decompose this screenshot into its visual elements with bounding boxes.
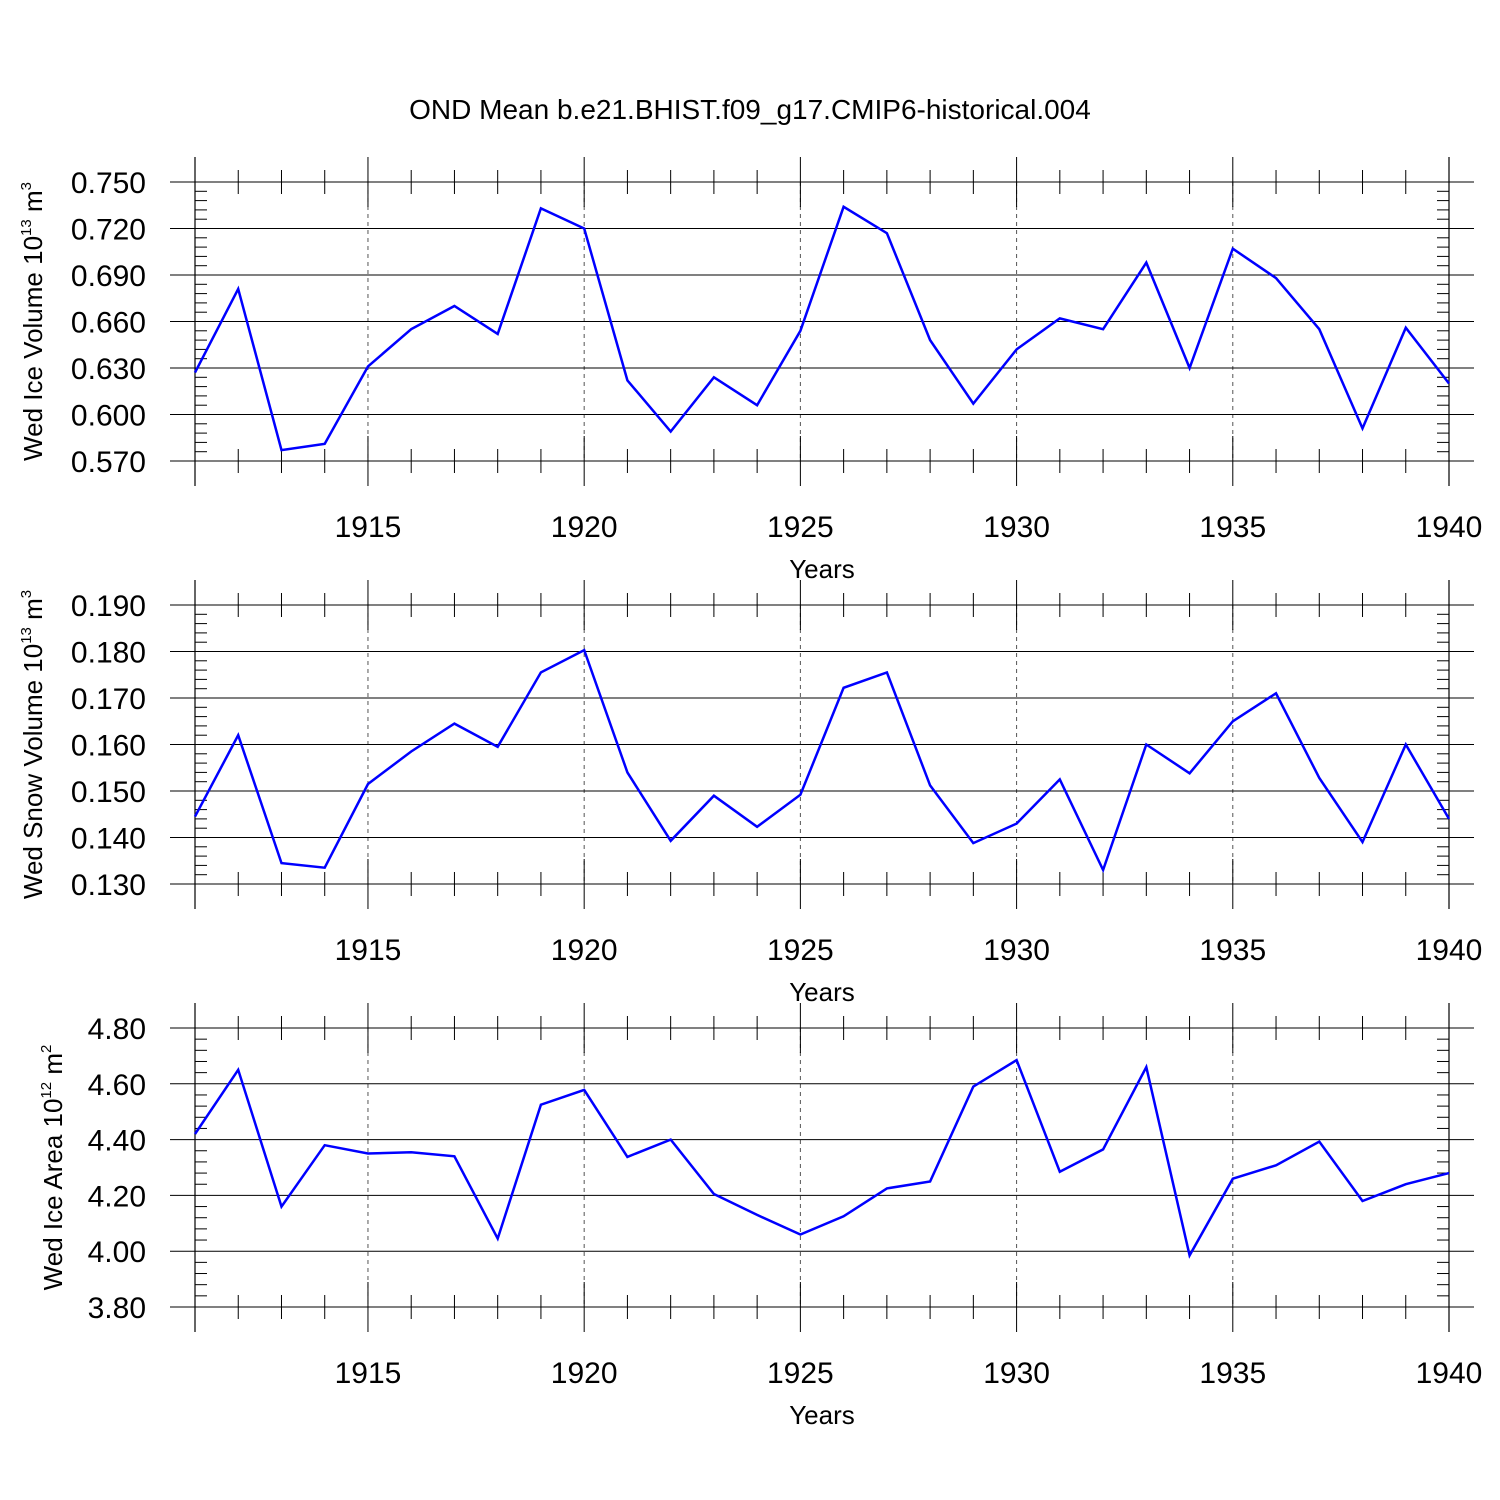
x-tick-label: 1925 (767, 934, 834, 967)
x-axis-label: Years (789, 1400, 855, 1430)
y-tick-label: 0.720 (71, 214, 146, 247)
y-tick-label: 4.80 (88, 1013, 146, 1046)
figure-title: OND Mean b.e21.BHIST.f09_g17.CMIP6-histo… (409, 94, 1091, 125)
y-tick-label: 0.630 (71, 353, 146, 386)
y-tick-label: 0.160 (71, 730, 146, 763)
x-tick-label: 1935 (1199, 1357, 1266, 1390)
y-tick-label: 0.140 (71, 823, 146, 856)
series-line (193, 204, 1450, 452)
x-tick-label: 1920 (551, 934, 618, 967)
panel-1: 0.570 0.600 0.630 0.660 0.690 0.720 0.750 1915 1… (18, 157, 1482, 584)
x-tick-label: 1930 (983, 934, 1050, 967)
x-tick-label: 1940 (1416, 1357, 1483, 1390)
panel-3: 3.80 4.00 4.20 4.40 4.60 4.80 1915 1920 1925 1930… (38, 1003, 1482, 1430)
y-tick-label: 0.190 (71, 590, 146, 623)
y-tick-label: 0.170 (71, 683, 146, 716)
y-tick-label: 0.570 (71, 446, 146, 479)
y-tick-label: 0.660 (71, 307, 146, 340)
y-tick-label: 3.80 (88, 1292, 146, 1325)
series-line (193, 1058, 1450, 1259)
y-tick-label: 4.40 (88, 1125, 146, 1158)
y-axis-label: Wed Snow Volume 1013 m3 (18, 590, 48, 899)
x-tick-label: 1925 (767, 1357, 834, 1390)
x-tick-label: 1915 (335, 934, 402, 967)
x-tick-label: 1935 (1199, 511, 1266, 544)
panel-2: 0.130 0.140 0.150 0.160 0.170 0.180 0.190 1915 1… (18, 580, 1482, 1007)
x-tick-label: 1935 (1199, 934, 1266, 967)
series-line (193, 648, 1451, 874)
x-tick-label: 1930 (983, 1357, 1050, 1390)
x-tick-label: 1915 (335, 1357, 402, 1390)
y-tick-label: 4.20 (88, 1180, 146, 1213)
x-tick-label: 1940 (1416, 934, 1483, 967)
y-tick-label: 0.750 (71, 167, 146, 200)
y-tick-label: 0.130 (71, 869, 146, 902)
y-tick-label: 0.150 (71, 776, 146, 809)
panels: 0.570 0.600 0.630 0.660 0.690 0.720 0.750 1915 1… (18, 157, 1482, 1430)
y-tick-label: 0.180 (71, 637, 146, 670)
x-tick-label: 1940 (1416, 511, 1483, 544)
y-tick-label: 0.600 (71, 400, 146, 433)
x-tick-label: 1915 (335, 511, 402, 544)
x-axis-label: Years (789, 554, 855, 584)
x-tick-label: 1920 (551, 1357, 618, 1390)
y-axis-label: Wed Ice Area 1012 m2 (38, 1045, 68, 1291)
y-tick-label: 4.60 (88, 1069, 146, 1102)
y-axis-label: Wed Ice Volume 1013 m3 (18, 182, 48, 461)
x-axis-label: Years (789, 977, 855, 1007)
y-tick-label: 4.00 (88, 1236, 146, 1269)
y-tick-label: 0.690 (71, 260, 146, 293)
x-tick-label: 1925 (767, 511, 834, 544)
x-tick-label: 1920 (551, 511, 618, 544)
x-tick-label: 1930 (983, 511, 1050, 544)
